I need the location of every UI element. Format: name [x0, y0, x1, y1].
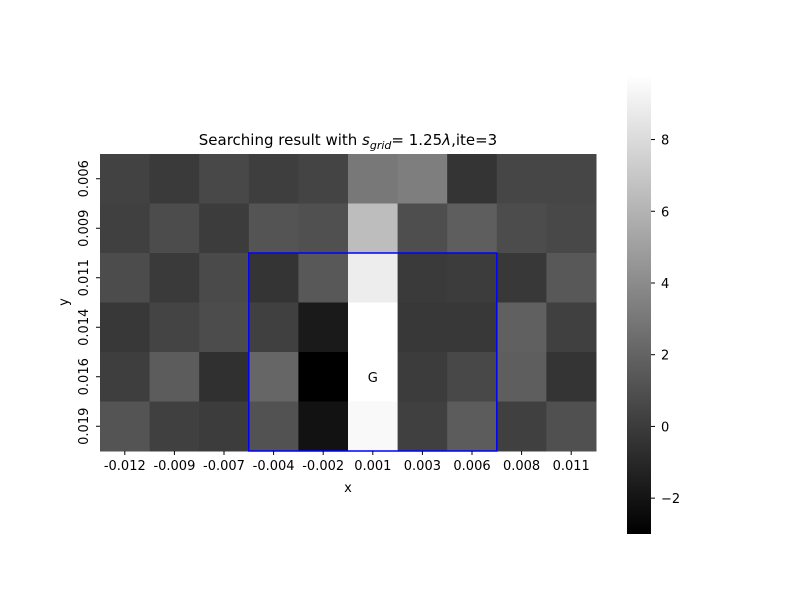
heatmap-cell-r0-c0 [100, 154, 151, 204]
heatmap-cell-r0-c5 [348, 154, 399, 204]
heatmap-cell-r1-c8 [496, 203, 547, 254]
heatmap-cell-r2-c6 [397, 253, 448, 303]
heatmap-cell-r2-c8 [496, 253, 547, 303]
heatmap-cell-r1-c9 [546, 203, 597, 254]
x-axis: -0.012 -0.009 -0.007 -0.004 -0.002 0.001 0.003… [104, 451, 590, 474]
heatmap-cell-r3-c6 [397, 302, 448, 353]
heatmap-cell-r3-c1 [149, 302, 200, 353]
heatmap-cell-r0-c2 [199, 154, 250, 204]
heatmap-cell-r4-c1 [149, 352, 200, 402]
y-tick-label: 0.006 [77, 160, 92, 197]
heatmap-cell-r3-c0 [100, 302, 151, 353]
x-tick-label: -0.012 [104, 459, 146, 474]
y-tick-label: 0.011 [77, 259, 92, 296]
heatmap-cell-r1-c0 [100, 203, 151, 254]
heatmap-cell-r5-c6 [397, 401, 448, 452]
heatmap-cell-r1-c1 [149, 203, 200, 254]
heatmap-cell-r0-c1 [149, 154, 200, 204]
heatmap-cell-r3-c4 [298, 302, 349, 353]
x-tick-label: 0.001 [354, 459, 391, 474]
heatmap-cell-r5-c1 [149, 401, 200, 452]
heatmap-cell-r1-c7 [447, 203, 498, 254]
y-axis: 0.006 0.009 0.011 0.014 0.016 0.019 [77, 160, 100, 445]
heatmap-cell-r1-c3 [248, 203, 299, 254]
colorbar-tick-label: 8 [661, 134, 669, 149]
heatmap-cell-r1-c4 [298, 203, 349, 254]
colorbar-tick-label: 0 [661, 420, 669, 435]
heatmap-cell-r0-c7 [447, 154, 498, 204]
y-tick-label: 0.014 [77, 309, 92, 346]
heatmap-cell-r4-c5 [348, 352, 399, 402]
heatmap-cell-r4-c9 [546, 352, 597, 402]
heatmap-cell-r0-c9 [546, 154, 597, 204]
y-tick-label: 0.016 [77, 358, 92, 395]
colorbar [627, 75, 651, 534]
heatmap-cell-r5-c5 [348, 401, 399, 452]
heatmap-cell-r2-c0 [100, 253, 151, 303]
heatmap-cell-r4-c3 [248, 352, 299, 402]
x-tick-label: 0.008 [503, 459, 540, 474]
heatmap-cell-r3-c9 [546, 302, 597, 353]
colorbar-tick-label: 2 [661, 349, 669, 364]
heatmap-cell-r3-c8 [496, 302, 547, 353]
colorbar-tick-label: −2 [661, 492, 680, 507]
heatmap-cell-r0-c3 [248, 154, 299, 204]
heatmap-cell-r4-c2 [199, 352, 250, 402]
heatmap-cell-r1-c5 [348, 203, 399, 254]
colorbar-axis: −2 0 2 4 6 8 [651, 134, 680, 507]
heatmap-cell-r3-c5 [348, 302, 399, 353]
heatmap-cell-r5-c7 [447, 401, 498, 452]
heatmap-cell-r2-c4 [298, 253, 349, 303]
x-tick-label: 0.006 [453, 459, 490, 474]
y-tick-label: 0.009 [77, 210, 92, 247]
heatmap-cell-r4-c4 [298, 352, 349, 402]
heatmap-cell-r2-c5 [348, 253, 399, 303]
colorbar-tick-label: 4 [661, 277, 669, 292]
heatmap-cell-r5-c4 [298, 401, 349, 452]
y-axis-label: y [57, 298, 72, 306]
heatmap-cell-r2-c3 [248, 253, 299, 303]
heatmap-cell-r3-c2 [199, 302, 250, 353]
heatmap-cell-r0-c4 [298, 154, 349, 204]
heatmap-cell-r2-c1 [149, 253, 200, 303]
x-tick-label: 0.003 [404, 459, 441, 474]
heatmap-cells [100, 154, 597, 452]
heatmap-cell-r1-c6 [397, 203, 448, 254]
heatmap-cell-r0-c8 [496, 154, 547, 204]
y-tick-label: 0.019 [77, 408, 92, 445]
x-tick-label: -0.009 [153, 459, 195, 474]
x-tick-label: -0.002 [302, 459, 344, 474]
heatmap-cell-r1-c2 [199, 203, 250, 254]
chart-title: Searching result with sgrid= 1.25λ,ite=3 [199, 131, 497, 152]
heatmap-cell-r2-c9 [546, 253, 597, 303]
heatmap-cell-r4-c6 [397, 352, 448, 402]
heatmap-cell-r4-c0 [100, 352, 151, 402]
heatmap-cell-r3-c7 [447, 302, 498, 353]
colorbar-tick-label: 6 [661, 205, 669, 220]
cell-annotation: G [368, 371, 378, 386]
x-tick-label: 0.011 [553, 459, 590, 474]
heatmap-annotations: G [368, 371, 378, 386]
heatmap-cell-r4-c7 [447, 352, 498, 402]
heatmap-cell-r5-c2 [199, 401, 250, 452]
heatmap-cell-r2-c2 [199, 253, 250, 303]
x-tick-label: -0.004 [253, 459, 295, 474]
x-axis-label: x [344, 481, 352, 496]
heatmap-cell-r5-c3 [248, 401, 299, 452]
heatmap-cell-r5-c9 [546, 401, 597, 452]
x-tick-label: -0.007 [203, 459, 245, 474]
heatmap-cell-r5-c8 [496, 401, 547, 452]
heatmap-cell-r4-c8 [496, 352, 547, 402]
heatmap-cell-r3-c3 [248, 302, 299, 353]
heatmap-cell-r2-c7 [447, 253, 498, 303]
heatmap-cell-r0-c6 [397, 154, 448, 204]
heatmap-cell-r5-c0 [100, 401, 151, 452]
